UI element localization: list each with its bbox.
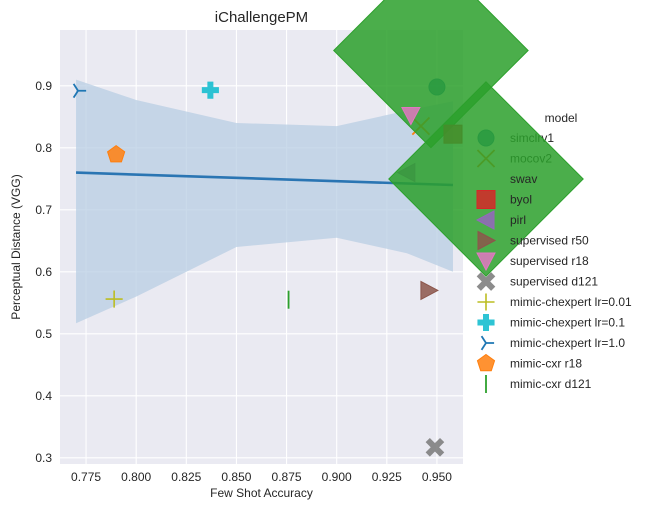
y-tick-label: 0.6 (35, 265, 52, 279)
legend-label: supervised d121 (510, 275, 598, 289)
legend-item-pirl: pirl (475, 210, 526, 230)
legend-item-mimic-chexpert-lr-0-01: mimic-chexpert lr=0.01 (477, 293, 632, 311)
legend-item-mimic-cxr-d121: mimic-cxr d121 (485, 375, 592, 393)
confidence-band-area (76, 79, 453, 324)
legend-item-mimic-cxr-r18: mimic-cxr r18 (476, 353, 582, 372)
y-tick-label: 0.9 (35, 79, 52, 93)
regression-line-path (75, 171, 454, 187)
legend-marker (476, 272, 496, 291)
legend-item-supervised-r18: supervised r18 (476, 252, 589, 272)
legend-marker (476, 353, 496, 372)
y-tick-labels: 0.3 0.4 0.5 0.6 0.7 0.8 0.9 (35, 79, 52, 465)
legend-label: supervised r18 (510, 254, 589, 268)
legend-label: mimic-chexpert lr=0.01 (510, 295, 632, 309)
point-mimic-cxr-r18 (106, 145, 126, 163)
y-tick-label: 0.4 (35, 389, 52, 403)
y-tick-label: 0.5 (35, 327, 52, 341)
legend-title: model (545, 111, 578, 125)
x-tick-label: 0.850 (221, 470, 251, 484)
legend-item-swav: swav (388, 81, 584, 277)
y-tick-label: 0.8 (35, 141, 52, 155)
legend-item-byol: byol (476, 190, 532, 209)
x-tick-label: 0.900 (322, 470, 352, 484)
x-tick-label: 0.800 (121, 470, 151, 484)
y-tick-label: 0.3 (35, 451, 52, 465)
x-tick-label: 0.875 (272, 470, 302, 484)
legend-label: mimic-chexpert lr=1.0 (510, 336, 625, 350)
legend-marker (477, 230, 497, 251)
legend-label: byol (510, 193, 532, 207)
legend-label: pirl (510, 213, 526, 227)
regression-line (75, 171, 454, 187)
x-tick-label: 0.925 (372, 470, 402, 484)
legend-marker (475, 210, 495, 230)
y-tick-label: 0.7 (35, 203, 52, 217)
point-mimic-chexpert-lr-0-1 (201, 81, 219, 99)
point-supervised-r50 (420, 280, 439, 301)
x-tick-label: 0.825 (171, 470, 201, 484)
confidence-band (76, 79, 453, 324)
legend-item-supervised-r50: supervised r50 (477, 230, 589, 251)
legend-marker (477, 313, 495, 332)
legend-label: mimic-cxr d121 (510, 377, 592, 391)
legend-marker (480, 335, 495, 351)
point-mimic-chexpert-lr-0-01 (105, 290, 123, 308)
x-tick-labels: 0.775 0.800 0.825 0.850 0.875 0.900 0.925 0.950 (71, 470, 452, 484)
chart-title: iChallengePM (215, 9, 308, 26)
legend-item-supervised-d121: supervised d121 (476, 272, 598, 291)
legend-marker (476, 190, 496, 209)
point-mimic-chexpert-lr-1-0 (72, 83, 87, 99)
point-supervised-d121 (425, 437, 445, 457)
legend-label: mimic-chexpert lr=0.1 (510, 316, 625, 330)
legend-label: supervised r50 (510, 234, 589, 248)
legend-marker (476, 252, 496, 272)
legend-item-mimic-chexpert-lr-1-0: mimic-chexpert lr=1.0 (480, 335, 625, 351)
x-tick-label: 0.950 (422, 470, 452, 484)
point-supervised-r18 (401, 107, 421, 126)
legend-label: swav (510, 172, 537, 186)
legend-marker (477, 293, 495, 311)
legend-item-mimic-chexpert-lr-0-1: mimic-chexpert lr=0.1 (477, 313, 625, 332)
y-axis-label: Perceptual Distance (VGG) (9, 174, 23, 319)
x-axis-label: Few Shot Accuracy (210, 486, 313, 500)
legend-marker (388, 81, 584, 277)
x-tick-label: 0.775 (71, 470, 101, 484)
legend-label: mimic-cxr r18 (510, 357, 582, 371)
legend: model simclrv1mocov2swavbyolpirlsupervis… (388, 81, 632, 393)
